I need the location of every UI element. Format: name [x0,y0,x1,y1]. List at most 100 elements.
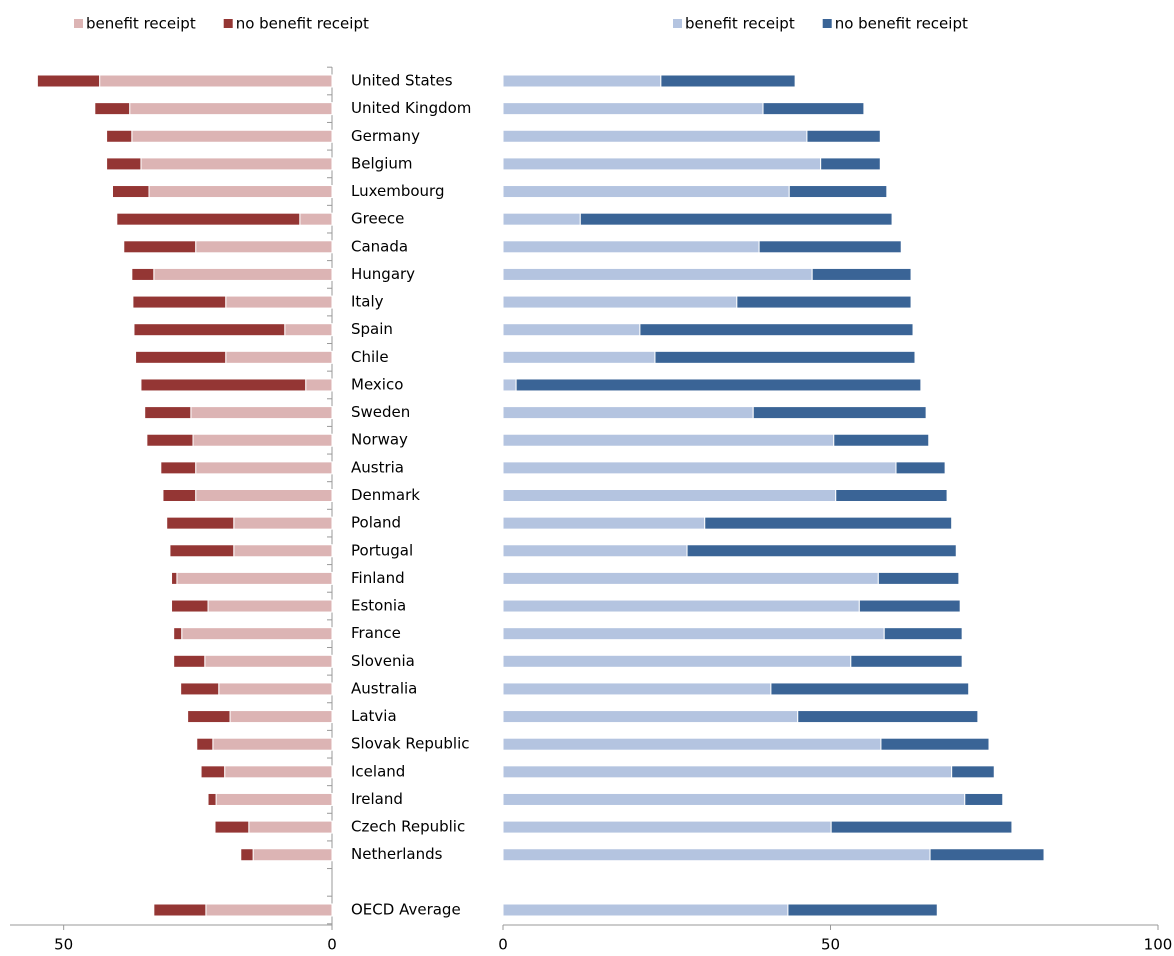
bar-segment [833,433,930,447]
category-label: Spain [351,320,393,338]
bar-segment [579,212,893,226]
bar-segment [284,323,333,337]
bar-segment [196,737,214,751]
bar-segment [233,544,333,558]
bar-segment [830,820,1013,834]
category-label: Australia [351,679,417,697]
bar-segment [225,295,333,309]
bar-segment [806,129,881,143]
bar-segment [502,627,885,641]
bar-segment [207,792,217,806]
bar-segment [229,710,333,724]
bar-segment [181,627,333,641]
bar-segment [153,903,207,917]
bar-segment [140,157,333,171]
bar-segment [171,599,209,613]
bar-segment [502,848,931,862]
x-tick-label: 50 [54,936,73,954]
bar-segment [148,185,333,199]
category-label: OECD Average [351,901,461,919]
bar-segment [502,737,882,751]
bar-segment [686,544,957,558]
legend-label: no benefit receipt [236,15,369,33]
bar-segment [204,654,333,668]
x-tick-label: 0 [327,936,337,954]
bar-segment [502,406,754,420]
bar-segment [895,461,946,475]
category-label: Denmark [351,486,420,504]
x-tick-label: 50 [821,936,840,954]
bar-segment [502,102,764,116]
category-label: United Kingdom [351,99,471,117]
category-label: Ireland [351,790,403,808]
bar-segment [132,295,227,309]
bar-segment [502,157,822,171]
bar-segment [502,682,772,696]
bar-segment [123,240,197,254]
bar-segment [171,571,178,585]
bar-segment [877,571,960,585]
bar-segment [233,516,333,530]
bar-segment [502,792,966,806]
bar-segment [639,323,914,337]
bar-segment [502,185,790,199]
category-label: Germany [351,127,420,145]
bar-segment [951,765,995,779]
bar-segment [883,627,963,641]
bar-segment [502,240,760,254]
bar-segment [299,212,333,226]
category-label: Slovenia [351,652,415,670]
bar-segment [515,378,922,392]
bar-segment [252,848,333,862]
category-label: Belgium [351,154,413,172]
bar-segment [116,212,301,226]
x-tick-label: 100 [1144,936,1173,954]
bar-segment [502,433,835,447]
bar-segment [205,903,333,917]
category-label: Poland [351,514,401,532]
bar-segment [788,185,888,199]
bar-segment [140,378,307,392]
bar-segment [195,461,333,475]
bar-segment [207,599,333,613]
bar-segment [176,571,333,585]
category-label: Hungary [351,265,415,283]
bar-segment [502,599,860,613]
bar-segment [153,267,333,281]
category-label: Chile [351,348,389,366]
bar-segment [502,489,837,502]
bar-segment [654,350,916,364]
category-label: Estonia [351,597,406,615]
legend-label: no benefit receipt [835,15,968,33]
bar-segment [180,682,220,696]
bar-segment [106,129,133,143]
bar-segment [190,406,333,420]
bar-segment [94,102,131,116]
bar-segment [214,820,250,834]
bar-segment [502,378,517,392]
category-label: Austria [351,458,404,476]
bar-segment [502,710,799,724]
bar-segment [502,212,581,226]
bar-segment [704,516,953,530]
legend-swatch [822,19,832,28]
bar-segment [131,129,333,143]
x-tick-label: 0 [498,936,508,954]
category-label: United States [351,72,453,90]
bar-segment [850,654,963,668]
bar-segment [160,461,197,475]
bar-segment [502,544,688,558]
bar-segment [835,489,948,502]
bar-segment [762,102,865,116]
bar-segment [99,74,333,88]
legend-swatch [673,19,682,28]
bar-segment [502,129,808,143]
bar-segment [173,627,183,641]
bar-segment [758,240,902,254]
bar-segment [502,74,662,88]
bar-segment [135,350,227,364]
bar-segment [215,792,333,806]
bar-segment [820,157,881,171]
category-label: Latvia [351,707,397,725]
bar-segment [502,461,897,475]
